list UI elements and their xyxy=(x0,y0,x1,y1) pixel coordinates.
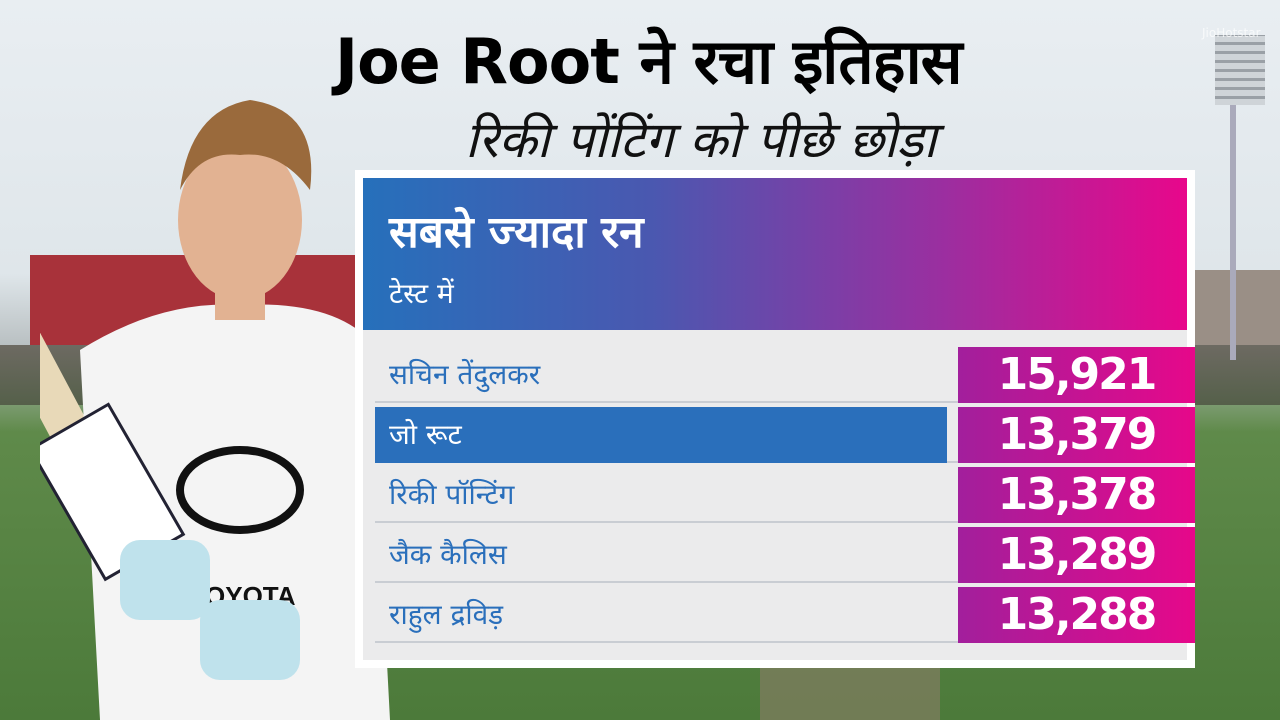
player-name: जो रूट xyxy=(389,418,462,451)
player-image: OYOTA xyxy=(40,100,390,720)
runs-value: 15,921 xyxy=(958,347,1195,403)
sub-headline: रिकी पोंटिंग को पीछे छोड़ा xyxy=(465,111,937,169)
player-name: रिकी पॉन्टिंग xyxy=(389,478,515,511)
runs-value: 13,379 xyxy=(958,407,1195,463)
table-row: जैक कैलिस 13,289 xyxy=(375,527,1195,583)
floodlight-icon xyxy=(1215,35,1265,105)
card-title: सबसे ज्यादा रन xyxy=(389,207,644,258)
player-name: सचिन तेंदुलकर xyxy=(389,358,541,391)
runs-value: 13,289 xyxy=(958,527,1195,583)
table-row: रिकी पॉन्टिंग 13,378 xyxy=(375,467,1195,523)
highlight-bar xyxy=(375,407,947,463)
headline: Joe Root ने रचा इतिहास xyxy=(335,25,963,98)
table-row-highlighted: जो रूट 13,379 xyxy=(375,407,1195,463)
floodlight-pole xyxy=(1230,60,1236,360)
runs-value: 13,378 xyxy=(958,467,1195,523)
runs-value: 13,288 xyxy=(958,587,1195,643)
player-name: राहुल द्रविड़ xyxy=(389,598,504,631)
table-row: राहुल द्रविड़ 13,288 xyxy=(375,587,1195,643)
watermark: JioHotstar xyxy=(1202,26,1261,40)
card-subtitle: टेस्ट में xyxy=(389,277,454,310)
card-header: सबसे ज्यादा रन टेस्ट में xyxy=(363,178,1187,330)
stats-card: सबसे ज्यादा रन टेस्ट में सचिन तेंदुलकर 1… xyxy=(355,170,1195,668)
table-row: सचिन तेंदुलकर 15,921 xyxy=(375,347,1195,403)
player-name: जैक कैलिस xyxy=(389,538,507,571)
